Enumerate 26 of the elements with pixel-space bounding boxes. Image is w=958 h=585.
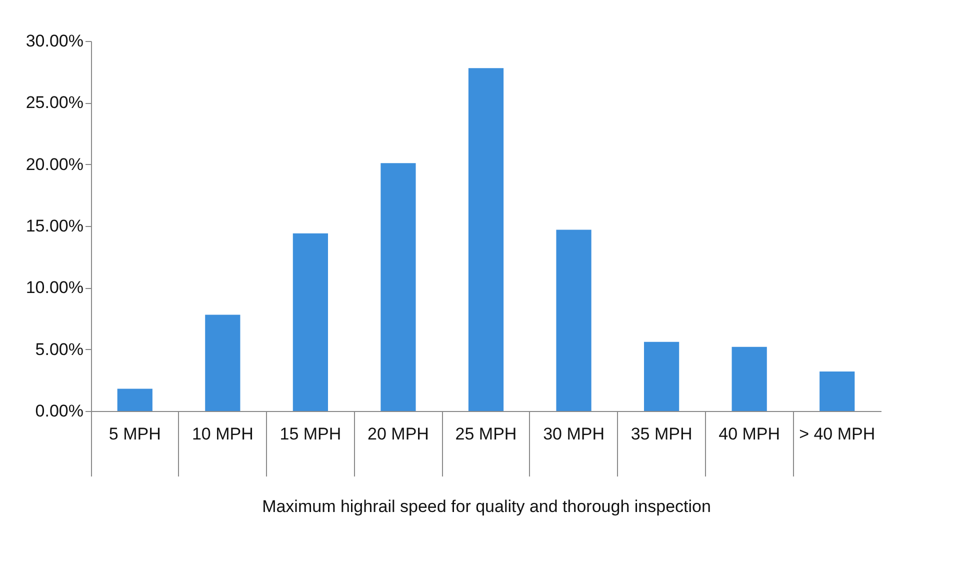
x-tick-label: 10 MPH bbox=[192, 424, 254, 444]
y-tick-label: 0.00% bbox=[35, 402, 84, 420]
x-tick-label: 25 MPH bbox=[455, 424, 517, 444]
y-tick-label: 10.00% bbox=[26, 278, 84, 298]
bar bbox=[820, 372, 855, 411]
y-tick-label: 30.00% bbox=[26, 32, 84, 50]
x-tick-label: 40 MPH bbox=[718, 424, 780, 444]
x-tick-label: 15 MPH bbox=[280, 424, 342, 444]
x-axis-title: Maximum highrail speed for quality and thorough inspection bbox=[262, 497, 711, 516]
y-tick-label: 25.00% bbox=[26, 93, 84, 112]
x-tick-label: > 40 MPH bbox=[799, 424, 876, 444]
y-tick-label: 5.00% bbox=[35, 340, 84, 359]
bar bbox=[205, 314, 240, 411]
x-tick-label: 20 MPH bbox=[368, 424, 429, 444]
bar bbox=[117, 388, 152, 411]
x-tick-label: 5 MPH bbox=[108, 424, 161, 444]
x-tick-label: 30 MPH bbox=[543, 424, 604, 444]
bar bbox=[468, 68, 504, 411]
y-tick-label: 20.00% bbox=[26, 154, 84, 174]
bar bbox=[644, 342, 680, 411]
bar bbox=[556, 230, 592, 411]
x-tick-label: 35 MPH bbox=[630, 424, 692, 444]
bar bbox=[732, 346, 767, 411]
y-tick-label: 15.00% bbox=[26, 216, 84, 236]
bar bbox=[292, 233, 328, 411]
bar bbox=[380, 163, 416, 411]
